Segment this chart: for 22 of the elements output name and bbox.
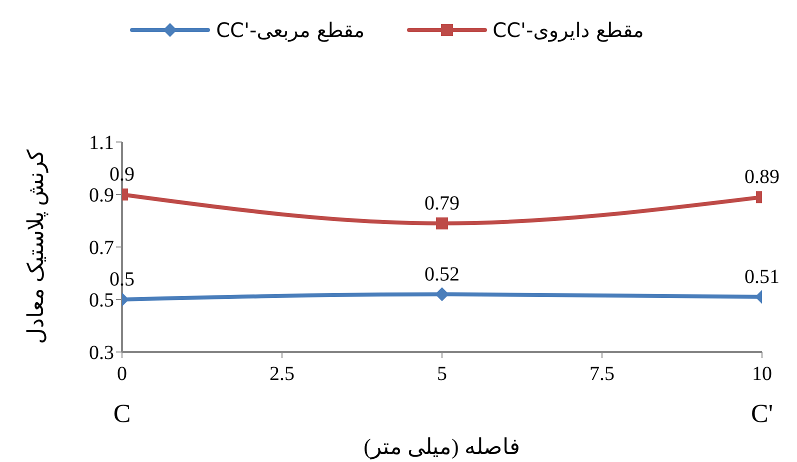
text: C [113, 399, 131, 428]
y-tick-label: 0.7 [89, 237, 114, 260]
x-tick-label: 0 [117, 363, 127, 385]
x-tick-label: 2.5 [270, 363, 294, 385]
y-axis-title: کرنش پلاستیک معادل [23, 149, 50, 344]
x-tick-label: 7.5 [590, 363, 614, 385]
data-label: 0.79 [424, 192, 460, 214]
x-tick-label: 10 [752, 363, 772, 385]
legend-label: CC'-مقطع مربعی [216, 18, 365, 42]
data-label: 0.9 [110, 164, 134, 186]
data-label: 0.51 [744, 266, 780, 288]
legend-label: CC'-مقطع دایروی [492, 18, 644, 42]
y-tick-label: 1.1 [89, 132, 114, 154]
y-tick-label: 0.5 [89, 290, 114, 312]
data-label: 0.5 [110, 268, 134, 290]
text: C' [750, 399, 774, 428]
x-axis-title: فاصله (میلی متر) [364, 434, 520, 460]
data-label: 0.89 [744, 166, 780, 188]
data-label: 0.52 [424, 263, 460, 286]
y-tick-label: 0.9 [89, 184, 114, 207]
x-tick-label: 5 [437, 363, 447, 385]
y-tick-label: 0.3 [89, 342, 114, 364]
